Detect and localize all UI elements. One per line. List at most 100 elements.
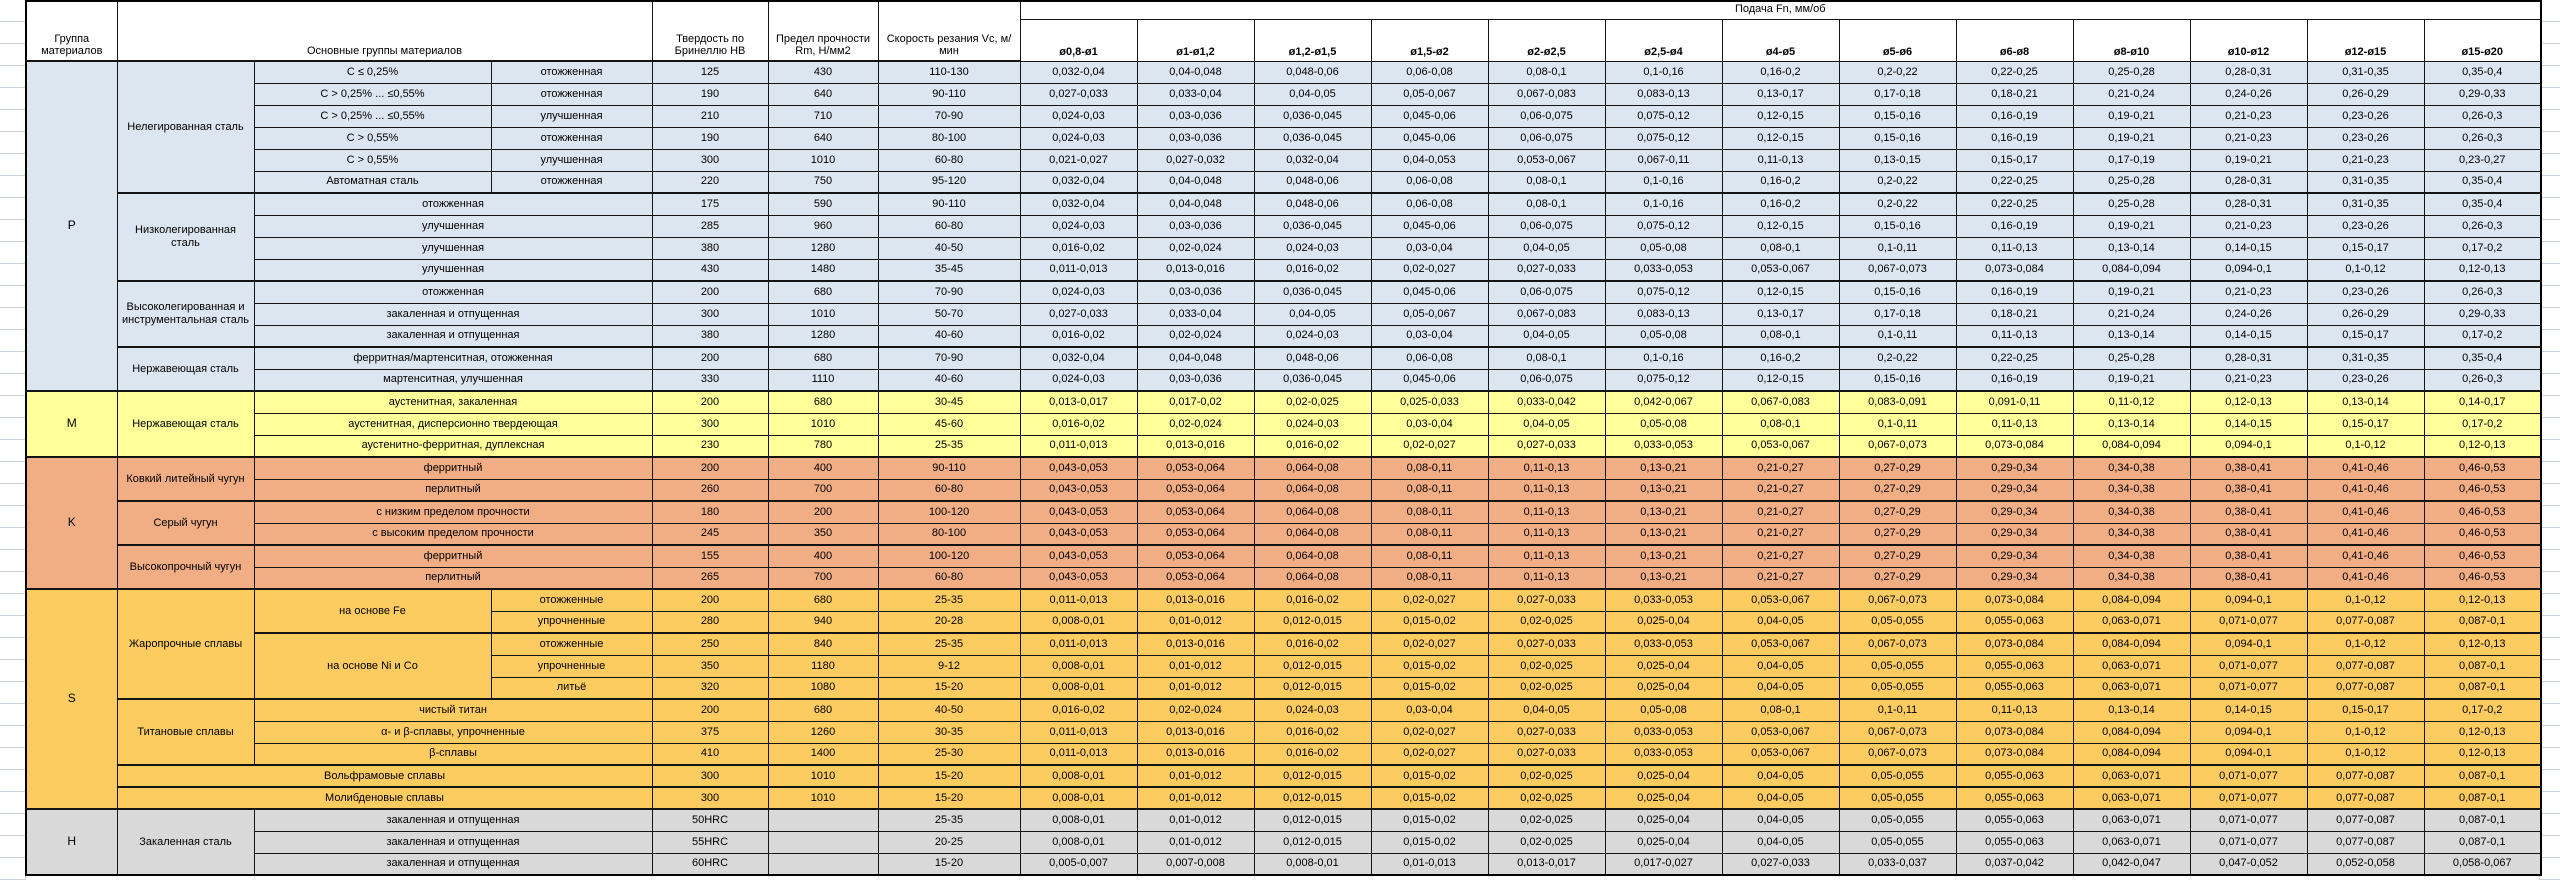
cell-feed[interactable]: 0,46-0,53: [2423, 500, 2542, 524]
cell-feed[interactable]: 0,077-0,087: [2306, 610, 2425, 634]
cell-material-subtype[interactable]: на основе Ni и Co: [253, 632, 492, 700]
cell-feed[interactable]: 0,024-0,03: [1253, 324, 1372, 348]
cell-feed[interactable]: 0,027-0,033: [1487, 588, 1606, 612]
cell-feed[interactable]: 0,077-0,087: [2306, 764, 2425, 788]
cell-feed[interactable]: 0,084-0,094: [2072, 632, 2191, 656]
cell-feed[interactable]: 0,1-0,16: [1604, 192, 1723, 216]
cell-feed[interactable]: 0,045-0,06: [1370, 280, 1489, 304]
cell-feed[interactable]: 0,055-0,063: [1955, 654, 2074, 678]
cell-material-state[interactable]: закаленная и отпущенная: [253, 302, 653, 326]
cell-feed[interactable]: 0,071-0,077: [2189, 610, 2308, 634]
cell-feed[interactable]: 0,043-0,053: [1019, 522, 1138, 546]
cell-feed[interactable]: 0,04-0,05: [1487, 324, 1606, 348]
cell-feed[interactable]: 0,071-0,077: [2189, 764, 2308, 788]
cell-feed[interactable]: 0,13-0,14: [2072, 412, 2191, 436]
cell-strength[interactable]: 350: [767, 522, 879, 546]
cell-feed[interactable]: 0,025-0,04: [1604, 786, 1723, 810]
cell-feed[interactable]: 0,1-0,16: [1604, 346, 1723, 370]
cell-feed[interactable]: 0,35-0,4: [2423, 170, 2542, 194]
cell-feed[interactable]: 0,04-0,05: [1721, 676, 1840, 700]
cell-feed[interactable]: 0,23-0,26: [2306, 214, 2425, 238]
cell-feed[interactable]: 0,04-0,048: [1136, 346, 1255, 370]
cell-feed[interactable]: 0,02-0,025: [1487, 764, 1606, 788]
cell-feed[interactable]: 0,01-0,013: [1370, 852, 1489, 876]
cell-hardness[interactable]: 230: [651, 434, 769, 458]
cell-material-state[interactable]: улучшенная: [490, 104, 653, 128]
cell-feed[interactable]: 0,12-0,13: [2423, 588, 2542, 612]
cell-feed[interactable]: 0,033-0,053: [1604, 258, 1723, 282]
cell-group-code[interactable]: M: [25, 390, 118, 458]
cell-feed[interactable]: 0,05-0,08: [1604, 324, 1723, 348]
cell-feed[interactable]: 0,043-0,053: [1019, 456, 1138, 480]
cell-feed[interactable]: 0,19-0,21: [2072, 280, 2191, 304]
cell-feed[interactable]: 0,042-0,067: [1604, 390, 1723, 414]
cell-feed[interactable]: 0,06-0,075: [1487, 214, 1606, 238]
cell-feed[interactable]: 0,01-0,012: [1136, 786, 1255, 810]
cell-feed[interactable]: 0,015-0,02: [1370, 676, 1489, 700]
cell-feed[interactable]: 0,01-0,012: [1136, 808, 1255, 832]
cell-feed[interactable]: 0,027-0,033: [1487, 434, 1606, 458]
header-feed-title[interactable]: Подача Fn, мм/об: [1019, 0, 2542, 20]
cell-cutting-speed[interactable]: 80-100: [877, 522, 1021, 546]
cell-feed[interactable]: 0,02-0,027: [1370, 258, 1489, 282]
cell-feed[interactable]: 0,016-0,02: [1019, 324, 1138, 348]
cell-feed[interactable]: 0,084-0,094: [2072, 720, 2191, 744]
cell-feed[interactable]: 0,1-0,12: [2306, 632, 2425, 656]
cell-feed[interactable]: 0,38-0,41: [2189, 566, 2308, 590]
cell-feed[interactable]: 0,036-0,045: [1253, 104, 1372, 128]
cell-material-family[interactable]: Низколегированная сталь: [116, 192, 255, 282]
cell-feed[interactable]: 0,27-0,29: [1838, 566, 1957, 590]
cell-feed[interactable]: 0,34-0,38: [2072, 456, 2191, 480]
cell-cutting-speed[interactable]: 15-20: [877, 764, 1021, 788]
cell-feed[interactable]: 0,04-0,05: [1721, 610, 1840, 634]
cell-feed[interactable]: 0,04-0,05: [1721, 830, 1840, 854]
cell-strength[interactable]: 430: [767, 60, 879, 84]
cell-feed[interactable]: 0,1-0,12: [2306, 742, 2425, 766]
cell-feed[interactable]: 0,08-0,1: [1721, 412, 1840, 436]
cell-cutting-speed[interactable]: 60-80: [877, 478, 1021, 502]
cell-feed[interactable]: 0,1-0,12: [2306, 434, 2425, 458]
cell-feed[interactable]: 0,02-0,024: [1136, 324, 1255, 348]
cell-feed[interactable]: 0,04-0,048: [1136, 170, 1255, 194]
cell-feed[interactable]: 0,11-0,13: [1955, 324, 2074, 348]
cell-feed[interactable]: 0,05-0,055: [1838, 808, 1957, 832]
cell-feed[interactable]: 0,11-0,13: [1955, 236, 2074, 260]
cell-feed[interactable]: 0,077-0,087: [2306, 676, 2425, 700]
cell-material-state[interactable]: аустенитная, дисперсионно твердеющая: [253, 412, 653, 436]
cell-feed[interactable]: 0,11-0,13: [1487, 456, 1606, 480]
cell-feed[interactable]: 0,084-0,094: [2072, 434, 2191, 458]
cell-feed[interactable]: 0,025-0,04: [1604, 764, 1723, 788]
cell-feed[interactable]: 0,16-0,19: [1955, 368, 2074, 392]
cell-feed[interactable]: 0,015-0,02: [1370, 808, 1489, 832]
cell-group-code[interactable]: K: [25, 456, 118, 590]
cell-hardness[interactable]: 300: [651, 786, 769, 810]
cell-hardness[interactable]: 190: [651, 82, 769, 106]
cell-feed[interactable]: 0,012-0,015: [1253, 808, 1372, 832]
cell-feed[interactable]: 0,31-0,35: [2306, 170, 2425, 194]
cell-feed[interactable]: 0,06-0,08: [1370, 192, 1489, 216]
cell-feed[interactable]: 0,38-0,41: [2189, 478, 2308, 502]
cell-feed[interactable]: 0,012-0,015: [1253, 786, 1372, 810]
cell-material-state[interactable]: ферритная/мартенситная, отожженная: [253, 346, 653, 370]
cell-cutting-speed[interactable]: 30-45: [877, 390, 1021, 414]
cell-strength[interactable]: 700: [767, 566, 879, 590]
cell-feed[interactable]: 0,037-0,042: [1955, 852, 2074, 876]
cell-feed[interactable]: 0,091-0,11: [1955, 390, 2074, 414]
cell-feed[interactable]: 0,084-0,094: [2072, 588, 2191, 612]
cell-feed[interactable]: 0,21-0,27: [1721, 456, 1840, 480]
cell-feed[interactable]: 0,08-0,11: [1370, 478, 1489, 502]
cell-hardness[interactable]: 285: [651, 214, 769, 238]
cell-strength[interactable]: 1010: [767, 412, 879, 436]
cell-feed[interactable]: 0,094-0,1: [2189, 720, 2308, 744]
cell-feed[interactable]: 0,016-0,02: [1253, 588, 1372, 612]
cell-cutting-speed[interactable]: 25-35: [877, 434, 1021, 458]
cell-feed[interactable]: 0,02-0,027: [1370, 632, 1489, 656]
cell-strength[interactable]: [767, 830, 879, 854]
cell-feed[interactable]: 0,29-0,34: [1955, 456, 2074, 480]
cell-feed[interactable]: 0,08-0,11: [1370, 456, 1489, 480]
cell-hardness[interactable]: 300: [651, 148, 769, 172]
cell-cutting-speed[interactable]: 9-12: [877, 654, 1021, 678]
cell-feed[interactable]: 0,073-0,084: [1955, 632, 2074, 656]
cell-feed[interactable]: 0,16-0,19: [1955, 214, 2074, 238]
cell-feed[interactable]: 0,12-0,13: [2189, 390, 2308, 414]
